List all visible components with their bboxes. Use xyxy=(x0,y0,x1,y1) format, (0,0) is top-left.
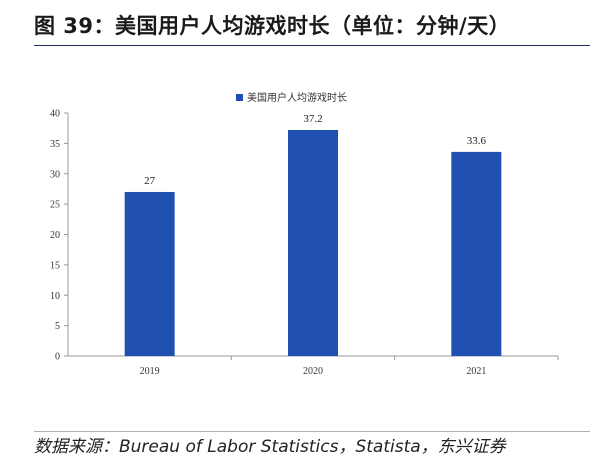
x-tick-label: 2021 xyxy=(466,366,486,377)
bar-2019 xyxy=(124,191,175,356)
data-source: 数据来源：Bureau of Labor Statistics，Statista… xyxy=(34,437,506,457)
bar-2021 xyxy=(451,151,502,356)
bar-chart: 美国用户人均游戏时长 0 5 10 15 20 25 30 35 40 2019 2020 2021… xyxy=(50,91,559,377)
y-tick-label: 20 xyxy=(50,230,60,241)
data-label-2019: 27 xyxy=(144,175,156,187)
y-tick-label: 15 xyxy=(50,260,60,271)
y-tick-label: 10 xyxy=(50,291,60,302)
y-tick-label: 30 xyxy=(50,169,60,180)
x-tick-label: 2020 xyxy=(303,366,323,377)
bar-2020 xyxy=(288,130,338,356)
legend-swatch xyxy=(236,94,243,101)
y-tick-label: 40 xyxy=(50,109,60,120)
title-divider xyxy=(34,45,590,46)
y-tick-label: 35 xyxy=(50,139,60,150)
bar-series xyxy=(124,130,502,356)
legend-label: 美国用户人均游戏时长 xyxy=(247,91,347,104)
data-label-2020: 37.2 xyxy=(303,113,322,125)
x-tick-label: 2019 xyxy=(140,366,160,377)
y-tick-label: 5 xyxy=(55,321,60,332)
chart-legend: 美国用户人均游戏时长 xyxy=(236,91,347,104)
y-tick-label: 0 xyxy=(55,352,60,363)
footer-divider xyxy=(34,431,590,432)
y-tick-label: 25 xyxy=(50,200,60,211)
figure-title: 图 39：美国用户人均游戏时长（单位：分钟/天） xyxy=(34,14,511,38)
data-label-2021: 33.6 xyxy=(467,135,487,147)
y-axis: 0 5 10 15 20 25 30 35 40 xyxy=(50,109,69,363)
x-axis: 2019 2020 2021 xyxy=(68,355,559,377)
data-labels: 27 37.2 33.6 xyxy=(144,113,486,187)
